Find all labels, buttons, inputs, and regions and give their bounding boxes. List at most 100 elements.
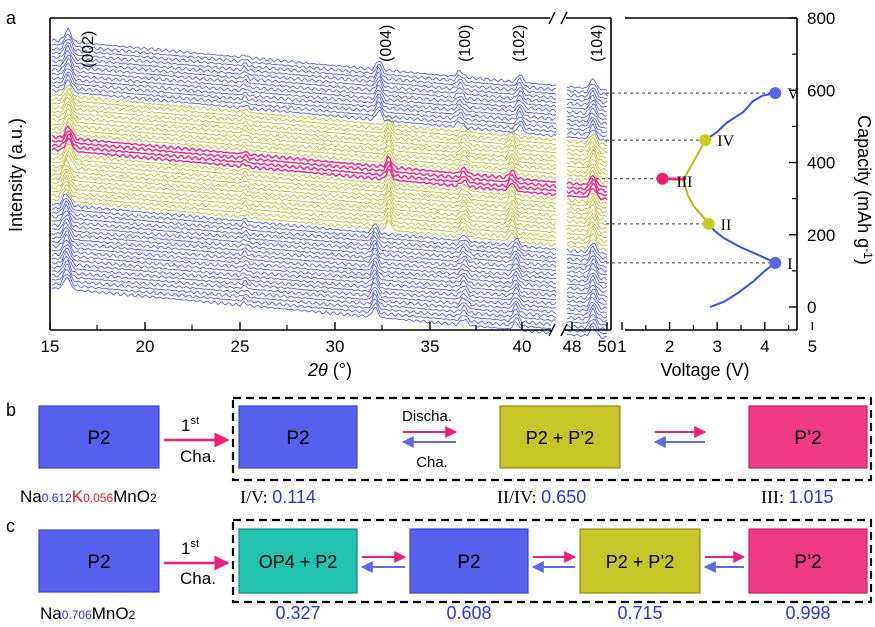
b-box-p2-p2prime <box>499 405 621 469</box>
xrd-pattern-line <box>51 137 557 197</box>
c-box-p2-p2prime <box>579 528 701 594</box>
b-value-1: I/V: 0.114 <box>240 487 316 507</box>
xrd-pattern-line <box>51 268 557 327</box>
xrd-pattern-line <box>51 158 557 218</box>
voltage-curve-segment <box>662 177 710 225</box>
xrd-pattern-line <box>566 221 608 234</box>
peak-labels: (002) (004) (100) (102) (104) <box>80 25 606 68</box>
b-box-p2 <box>238 405 358 469</box>
b-discha-label: Discha. <box>402 408 452 425</box>
xrd-pattern-line <box>566 245 608 260</box>
xrd-pattern-line <box>51 103 557 162</box>
xrd-pattern-line <box>566 272 608 285</box>
xrd-pattern-line <box>566 192 608 205</box>
xrd-pattern-line <box>566 187 608 201</box>
state-marker <box>699 134 712 147</box>
xrd-pattern-line <box>51 71 557 130</box>
peak-label: (004) <box>378 25 395 62</box>
xrd-plot: 15 20 25 30 35 40 48 50 (002) (004) (100) (102) (10… <box>6 10 616 380</box>
xrd-pattern-line <box>51 180 557 239</box>
c-box-op4-p2-label: OP4 + P2 <box>259 552 338 572</box>
xrd-pattern-line <box>51 121 557 180</box>
xrd-pattern-line <box>566 107 608 120</box>
xrd-pattern-line <box>566 146 608 158</box>
axis-break-top <box>548 10 568 26</box>
xrd-pattern-line <box>51 221 557 280</box>
b-start-box-label: P2 <box>87 428 110 449</box>
b-box-p2prime-label: P’2 <box>794 428 821 449</box>
xrd-pattern-line <box>51 210 557 268</box>
xrd-pattern-stack <box>51 27 608 340</box>
b-dashed-frame <box>231 396 873 482</box>
xrd-pattern-line <box>566 216 608 230</box>
c-formula: Na0.706MnO2 <box>40 604 136 623</box>
c-box-p2prime-label: P’2 <box>794 552 821 573</box>
xrd-pattern-line <box>51 226 557 285</box>
xrd-pattern-line <box>566 152 608 167</box>
xrd-pattern-line <box>566 123 608 138</box>
xrd-pattern-line <box>51 54 557 113</box>
dashed-guide-lines <box>590 92 776 264</box>
xrd-pattern-line <box>566 284 608 298</box>
xrd-pattern-line <box>51 250 557 309</box>
xrd-pattern-line <box>51 33 557 92</box>
b-formula: Na0.612K0.056MnO2 <box>20 487 157 506</box>
xrd-pattern-line <box>566 159 608 172</box>
xrd-pattern-line <box>566 148 608 164</box>
xrd-pattern-line <box>51 263 557 322</box>
xrd-pattern-line <box>51 239 557 298</box>
xrd-x-axis-title: 2θ (°) <box>307 360 352 380</box>
b-box-p2-label: P2 <box>286 428 309 449</box>
xrd-pattern-line <box>566 136 608 150</box>
xrd-pattern-line <box>566 163 608 176</box>
xrd-pattern-line <box>51 130 557 189</box>
c-value-1: 0.327 <box>275 603 320 623</box>
b-box-p2-p2prime-label: P2 + P’2 <box>526 428 595 448</box>
state-marker <box>656 172 669 185</box>
voltage-x-tick-label: 1 <box>617 337 626 356</box>
xrd-pattern-line <box>51 87 557 146</box>
b-value-2: II/IV: 0.650 <box>497 487 586 507</box>
c-arrow-label: 1st <box>181 538 199 558</box>
xrd-x-ticks: 15 20 25 30 35 40 48 50 <box>41 322 616 356</box>
c-box-p2-label: P2 <box>457 552 480 573</box>
xrd-pattern-line <box>51 133 557 192</box>
xrd-pattern-line <box>566 274 608 289</box>
xrd-pattern-line <box>566 89 608 105</box>
xrd-pattern-line <box>566 141 608 154</box>
xrd-pattern-line <box>566 195 608 209</box>
xrd-pattern-line <box>566 233 608 246</box>
xrd-pattern-line <box>51 147 557 205</box>
b-arrow-sublabel: Cha. <box>180 447 216 466</box>
capacity-y-tick-label: 200 <box>807 226 835 245</box>
xrd-pattern-line <box>566 321 608 335</box>
xrd-pattern-line <box>51 114 557 171</box>
xrd-pattern-line <box>566 239 608 252</box>
xrd-y-axis-title: Intensity (a.u.) <box>6 118 26 232</box>
voltage-x-tick-label: 3 <box>712 337 721 356</box>
b-value-3: III: 1.015 <box>761 487 834 507</box>
xrd-pattern-line <box>566 225 608 239</box>
voltage-x-tick-label: 4 <box>760 337 769 356</box>
xrd-pattern-line <box>566 314 608 327</box>
xrd-pattern-line <box>566 133 608 147</box>
capacity-y-tick-label: 600 <box>807 81 835 100</box>
xrd-pattern-line <box>51 243 557 301</box>
xrd-pattern-line <box>566 103 608 117</box>
capacity-y-tick-label: 400 <box>807 154 835 173</box>
xrd-pattern-line <box>51 203 557 263</box>
xrd-pattern-line <box>51 68 557 124</box>
xrd-pattern-line <box>566 303 608 319</box>
xrd-pattern-line <box>51 150 557 209</box>
state-marker <box>702 217 715 230</box>
xrd-x-tick-label: 20 <box>136 337 155 356</box>
c-value-2: 0.608 <box>446 603 491 623</box>
b-start-box <box>38 405 160 469</box>
voltage-curve-segment <box>704 92 775 141</box>
peak-label: (002) <box>80 31 97 68</box>
xrd-pattern-line <box>51 259 556 318</box>
xrd-pattern-line <box>566 181 608 197</box>
voltage-x-tick-label: 2 <box>665 337 674 356</box>
